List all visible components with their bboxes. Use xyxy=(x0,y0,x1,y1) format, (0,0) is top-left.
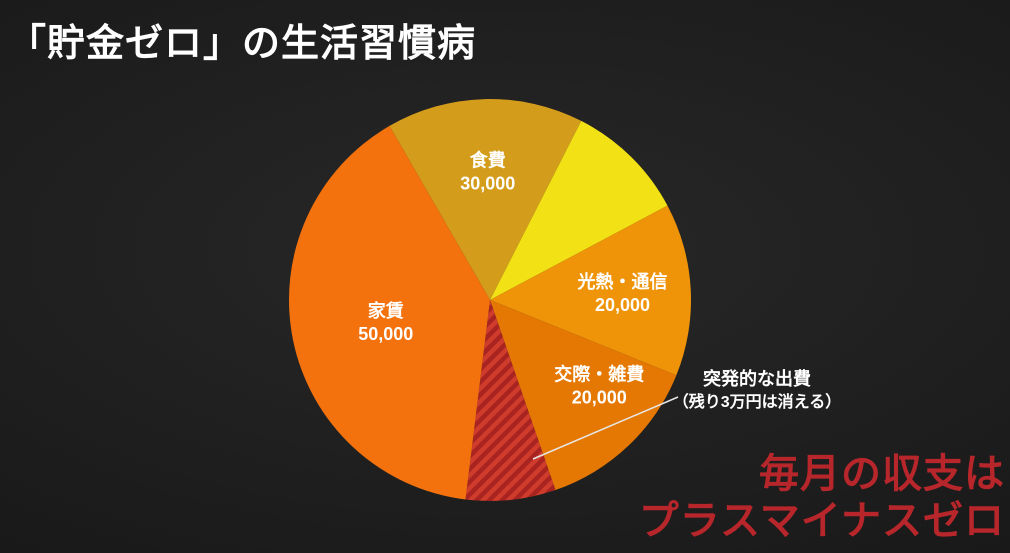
pie-segment-label-rent: 家賃 50,000 xyxy=(358,300,413,344)
footer-line1: 毎月の収支は xyxy=(759,451,1005,496)
pie-segment-social-misc xyxy=(490,300,677,491)
footer-line2: プラスマイナスゼロ xyxy=(638,498,1005,543)
pie-segment-label-food: 食費 30,000 xyxy=(460,149,515,193)
footer-message: 毎月の収支は プラスマイナスゼロ xyxy=(639,451,1005,545)
annotation-line2: （残り3万円は消える） xyxy=(672,394,842,411)
annotation-line1: 突発的な出費 xyxy=(703,369,811,389)
pie-segment-sudden-expense xyxy=(465,300,556,501)
pie-segment-utilities-communication xyxy=(490,205,692,376)
page-title: 「貯金ゼロ」の生活習慣病 xyxy=(8,23,477,65)
pie-segment-label-social-misc: 交際・雑費 20,000 xyxy=(554,363,644,407)
annotation-leader-line xyxy=(532,396,679,460)
pie-segment-rent xyxy=(289,125,490,500)
pie-segment-food xyxy=(389,98,582,300)
pie-segment-remainder-yellow xyxy=(490,120,668,301)
annotation-sudden-expense: 突発的な出費 （残り3万円は消える） xyxy=(597,367,917,414)
pie-segment-label-utilities-communication: 光熱・通信 20,000 xyxy=(576,271,667,315)
